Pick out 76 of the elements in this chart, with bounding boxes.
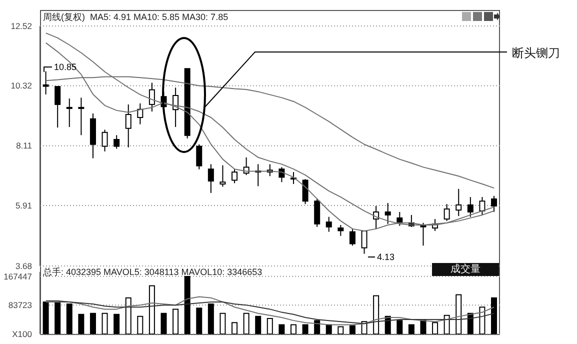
bar [125, 297, 132, 334]
annotation: 4.13 [377, 252, 395, 262]
bar [114, 314, 120, 334]
candlestick [467, 196, 474, 218]
candlestick [456, 188, 462, 217]
bar [42, 301, 49, 334]
bar [456, 294, 462, 334]
bar [160, 312, 167, 334]
candlestick [102, 129, 108, 152]
line-series [45, 296, 495, 326]
bar [208, 304, 214, 334]
bar [148, 285, 155, 334]
y-tick-label: 10.32 [10, 80, 32, 91]
candlestick [384, 202, 391, 224]
y-tick-label: 12.52 [10, 21, 32, 32]
y-tick-label: 8.11 [16, 140, 32, 151]
bar [373, 295, 380, 334]
bar [266, 318, 273, 334]
bar [278, 324, 285, 334]
bar [78, 314, 84, 334]
candlestick [125, 104, 132, 148]
bar [302, 324, 308, 334]
candlestick [349, 228, 356, 246]
candlestick [479, 196, 486, 216]
bar [479, 306, 486, 334]
chart-title: 周线(复权) MA5: 4.91 MA10: 5.85 MA30: 7.85 [43, 11, 228, 24]
candlestick [114, 134, 120, 150]
bar [349, 325, 356, 334]
bar [290, 324, 296, 334]
bar [243, 312, 250, 334]
candlestick [338, 224, 344, 236]
bar [220, 312, 226, 334]
bar [491, 297, 498, 334]
candlestick [491, 195, 498, 212]
bar [338, 326, 344, 334]
candlestick [302, 178, 308, 205]
bar [196, 308, 202, 334]
bar [314, 320, 320, 334]
line-series [45, 300, 495, 324]
bar [432, 322, 438, 334]
bar [255, 316, 262, 334]
candlestick [396, 211, 403, 226]
candlestick [444, 204, 450, 222]
chart-title: 总手: 4032395 MAVOL5: 3048113 MAVOL10: 3346653 [43, 266, 262, 279]
bar [172, 308, 179, 334]
bar [66, 304, 72, 334]
candlestick [137, 102, 144, 125]
candlestick [66, 98, 72, 128]
y-tick-label: 83723 [8, 300, 32, 310]
bar [90, 312, 96, 334]
bar [184, 276, 190, 334]
bar [444, 314, 450, 334]
bar [137, 316, 144, 334]
candlestick [54, 86, 61, 128]
candlestick [42, 70, 49, 95]
bar [102, 312, 108, 334]
bar [54, 301, 61, 334]
candlestick [420, 222, 426, 246]
candlestick [148, 82, 155, 112]
candlestick [361, 230, 368, 254]
y-tick-label: 5.91 [15, 200, 32, 210]
candlestick [220, 164, 226, 188]
y-tick-label: 167447 [4, 271, 32, 282]
candlestick [326, 216, 332, 232]
text: 断头铡刀 [512, 46, 560, 60]
candlestick [208, 164, 214, 194]
candlestick [232, 168, 238, 184]
y-tick-label: 3.68 [15, 261, 32, 272]
bar [396, 320, 403, 334]
bar [232, 322, 238, 334]
candlestick [196, 144, 202, 170]
y-tick-label: X100 [12, 329, 32, 340]
bar [326, 324, 332, 334]
bar [408, 324, 414, 334]
candlestick [314, 198, 320, 228]
candlestick [78, 97, 84, 136]
